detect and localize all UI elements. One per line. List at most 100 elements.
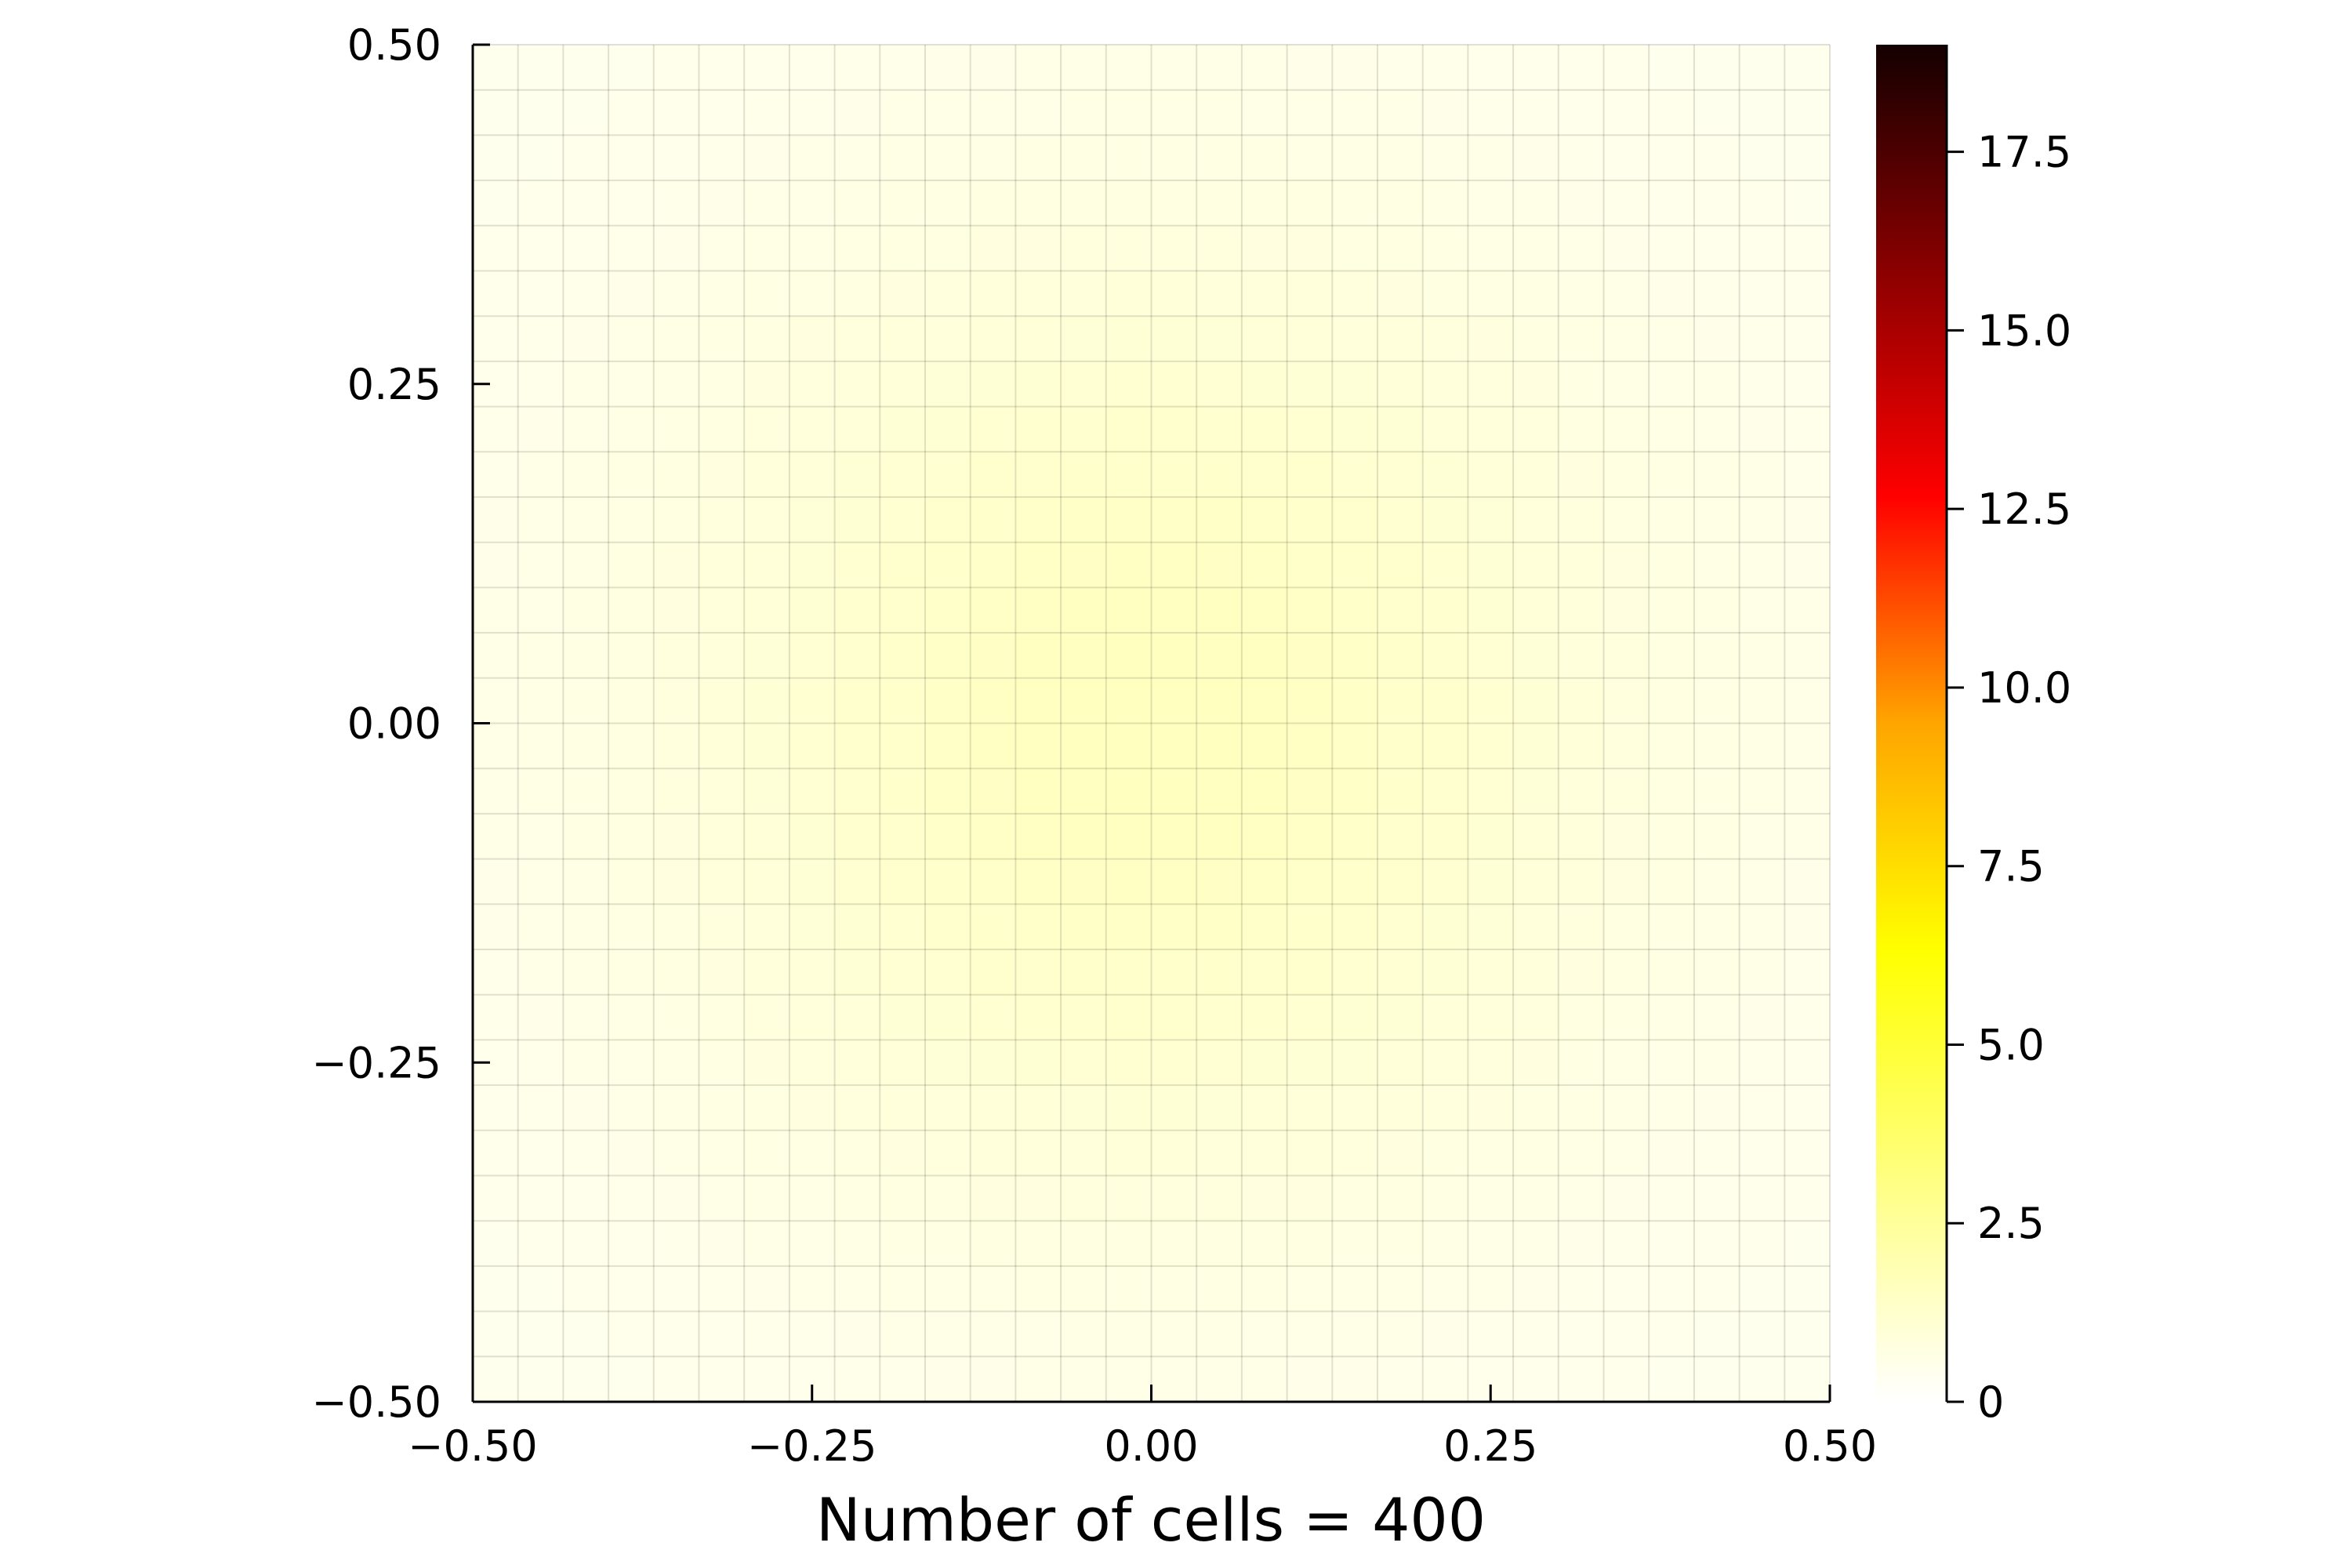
heatmap-cell (1693, 1175, 1740, 1221)
heatmap-cell (473, 497, 519, 543)
heatmap-cell (653, 723, 700, 769)
heatmap-cell (1422, 904, 1468, 950)
heatmap-cell (608, 723, 655, 769)
heatmap-cell (1241, 1175, 1288, 1221)
heatmap-cell (1558, 45, 1605, 91)
colorbar-tick-label: 17.5 (1977, 128, 2071, 177)
heatmap-cell (880, 89, 926, 136)
heatmap-cell (925, 1085, 971, 1131)
heatmap-cell (563, 994, 609, 1040)
heatmap-cell (789, 1085, 836, 1131)
heatmap-cell (1015, 135, 1062, 181)
heatmap-cell (1603, 542, 1650, 588)
heatmap-cell (880, 361, 926, 408)
heatmap-cell (970, 1221, 1016, 1267)
heatmap-cell (880, 858, 926, 905)
heatmap-cell (834, 587, 880, 633)
heatmap-cell (744, 1356, 790, 1403)
heatmap-cell (1603, 768, 1650, 815)
heatmap-cell (517, 542, 564, 588)
heatmap-cell (1332, 1311, 1378, 1357)
heatmap-cell (1784, 361, 1831, 408)
heatmap-cell (1784, 542, 1831, 588)
heatmap-cell (1015, 858, 1062, 905)
heatmap-cell (834, 904, 880, 950)
heatmap-cell (1422, 813, 1468, 860)
heatmap-cell (1241, 542, 1288, 588)
heatmap-cell (925, 497, 971, 543)
heatmap-cell (1513, 1130, 1559, 1177)
heatmap-cell (789, 858, 836, 905)
heatmap-cell (699, 1175, 745, 1221)
heatmap-cell (1422, 1175, 1468, 1221)
heatmap-cell (1332, 542, 1378, 588)
x-tick-label: −0.50 (408, 1421, 537, 1471)
heatmap-cell (1468, 542, 1514, 588)
heatmap-cell (1332, 452, 1378, 498)
heatmap-cell (789, 180, 836, 227)
heatmap-cell (563, 1356, 609, 1403)
heatmap-cell (1377, 45, 1424, 91)
heatmap-cell (1196, 1221, 1243, 1267)
heatmap-cell (1332, 1085, 1378, 1131)
heatmap-cell (1287, 270, 1333, 317)
heatmap-cell (925, 406, 971, 452)
heatmap-cell (1693, 542, 1740, 588)
heatmap-cell (925, 677, 971, 724)
heatmap-cell (1061, 1265, 1107, 1312)
heatmap-cell (563, 89, 609, 136)
heatmap-cell (880, 1311, 926, 1357)
heatmap-cell (1061, 768, 1107, 815)
heatmap-cell (834, 180, 880, 227)
heatmap-cell (1105, 813, 1152, 860)
heatmap-cell (1151, 406, 1197, 452)
heatmap-cell (1196, 89, 1243, 136)
heatmap-cell (1287, 542, 1333, 588)
heatmap-cell (834, 994, 880, 1040)
heatmap-cell (1558, 1356, 1605, 1403)
heatmap-cell (1513, 361, 1559, 408)
heatmap-cell (1739, 994, 1785, 1040)
heatmap-cell (925, 1356, 971, 1403)
x-tick-label: 0.50 (1783, 1421, 1877, 1471)
heatmap-cell (1422, 270, 1468, 317)
heatmap-cell (1513, 587, 1559, 633)
heatmap-cell (1468, 45, 1514, 91)
heatmap-cell (1649, 858, 1695, 905)
heatmap-cell (1061, 270, 1107, 317)
heatmap-cell (1649, 497, 1695, 543)
heatmap-cell (1784, 452, 1831, 498)
heatmap-cell (1739, 813, 1785, 860)
heatmap-cell (1196, 1311, 1243, 1357)
heatmap-cell (699, 587, 745, 633)
heatmap-cell (517, 994, 564, 1040)
heatmap-cell (1513, 813, 1559, 860)
heatmap-cell (1513, 723, 1559, 769)
heatmap-cell (1784, 1130, 1831, 1177)
heatmap-cell (1061, 1175, 1107, 1221)
heatmap-cell (563, 452, 609, 498)
heatmap-cell (880, 452, 926, 498)
heatmap-cell (1196, 406, 1243, 452)
heatmap-cell (1422, 45, 1468, 91)
heatmap-cell (1151, 768, 1197, 815)
y-tick-label: 0.25 (347, 360, 441, 409)
heatmap-cell (1287, 135, 1333, 181)
heatmap-cell (1332, 316, 1378, 362)
heatmap-cell (1558, 89, 1605, 136)
heatmap-cell (517, 723, 564, 769)
heatmap-cell (1105, 723, 1152, 769)
heatmap-cell (699, 180, 745, 227)
heatmap-cell (1151, 1311, 1197, 1357)
heatmap-cell (1649, 45, 1695, 91)
heatmap-cell (1015, 45, 1062, 91)
heatmap-cell (1649, 361, 1695, 408)
heatmap-cell (1739, 1221, 1785, 1267)
heatmap-cell (1513, 677, 1559, 724)
heatmap-cell (1603, 587, 1650, 633)
x-tick-label: 0.25 (1443, 1421, 1537, 1471)
heatmap-cell (699, 1085, 745, 1131)
heatmap-cell (1332, 633, 1378, 679)
heatmap-cell (1422, 1040, 1468, 1086)
heatmap-cell (1784, 1356, 1831, 1403)
